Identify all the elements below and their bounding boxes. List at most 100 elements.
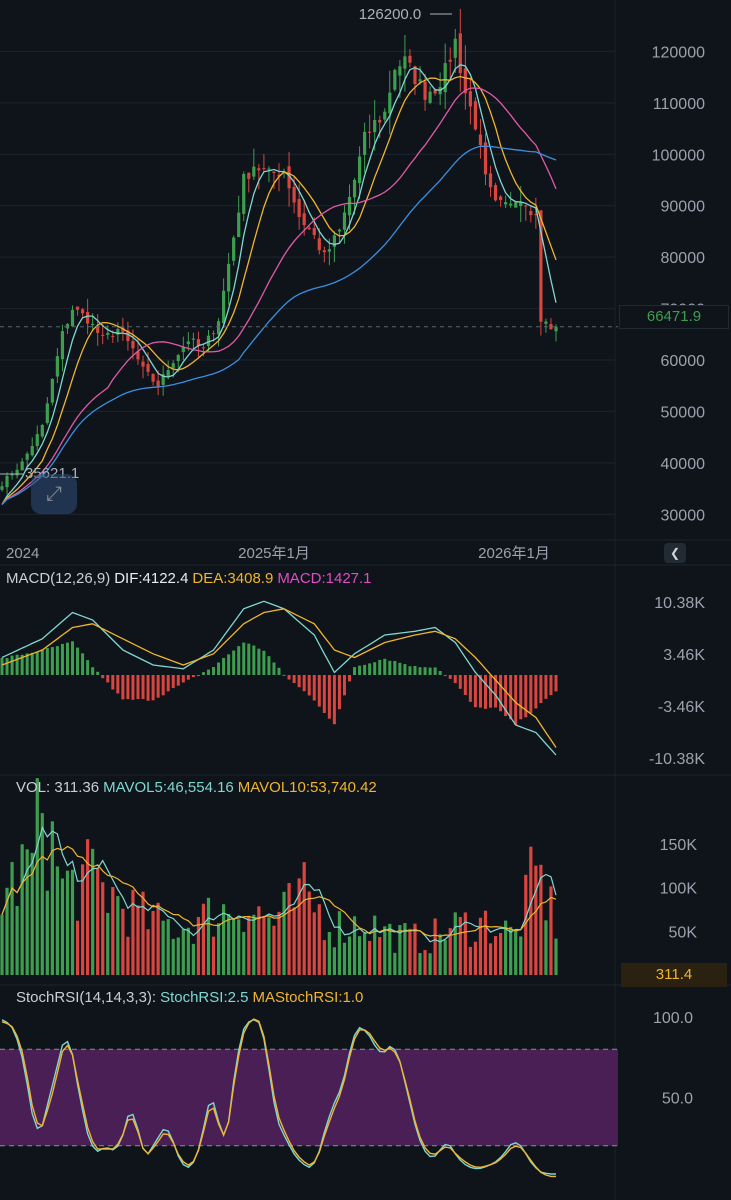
candle-body	[242, 174, 246, 214]
macd-histogram-bar	[212, 667, 216, 675]
candle-body	[327, 249, 331, 252]
last-price-tag: 66471.9	[619, 305, 729, 329]
high-price-label: 126200.0	[359, 6, 422, 23]
candle-body	[342, 212, 347, 230]
volume-bar	[196, 916, 201, 975]
candle-body	[393, 69, 397, 90]
volume-bar	[539, 864, 543, 975]
macd-dea: DEA:3408.9	[192, 570, 274, 587]
volume-bar	[418, 953, 422, 975]
volume-bar	[307, 891, 311, 975]
zoom-button[interactable]: ⤢	[31, 474, 77, 514]
volume-bar	[423, 950, 427, 975]
candle-body	[166, 370, 170, 377]
volume-bar	[433, 918, 437, 975]
volume-bar	[493, 936, 498, 975]
macd-histogram-bar	[86, 660, 90, 675]
macd-histogram-bar	[166, 675, 170, 692]
candle-body	[368, 131, 372, 133]
mavol10-value: MAVOL10:53,740.42	[237, 779, 377, 796]
price-panel	[0, 8, 618, 505]
candle-body	[357, 156, 362, 184]
volume-bar	[327, 931, 331, 975]
candle-body	[272, 171, 276, 173]
macd-dif-line	[1, 600, 557, 756]
macd-histogram-bar	[45, 648, 49, 675]
macd-histogram-bar	[297, 675, 301, 688]
macd-dif: DIF:4122.4	[114, 570, 189, 587]
volume-bar	[15, 905, 19, 975]
candle-body	[50, 378, 54, 403]
candle-body	[80, 309, 85, 314]
candle-body	[30, 446, 34, 456]
macd-histogram-bar	[312, 675, 316, 701]
volume-bar	[216, 923, 221, 975]
candle-body	[5, 475, 9, 488]
price-tick-label: 80000	[661, 250, 706, 267]
volume-bar	[297, 878, 301, 975]
macd-histogram-bar	[378, 659, 382, 675]
volume-bar	[121, 908, 125, 975]
candle-body	[40, 425, 44, 437]
macd-histogram-bar	[131, 675, 135, 700]
volume-bar	[252, 914, 256, 975]
stochrsi-panel	[0, 1018, 618, 1178]
macd-histogram-bar	[237, 646, 241, 675]
time-axis-label: 2024	[6, 545, 39, 562]
volume-bar	[257, 906, 261, 975]
candle-body	[488, 173, 493, 188]
volume-bar	[247, 915, 251, 975]
macd-histogram-bar	[337, 675, 341, 710]
volume-bar	[55, 866, 59, 975]
macd-histogram-bar	[448, 675, 452, 679]
volume-bar	[282, 891, 286, 975]
candle-body	[473, 101, 478, 130]
ma-yellow-line	[1, 75, 557, 505]
candle-body	[232, 237, 236, 261]
macd-histogram-bar	[126, 675, 130, 700]
volume-bar	[40, 813, 44, 975]
candle-body	[151, 374, 155, 382]
volume-bar	[5, 887, 9, 975]
macd-histogram-bar	[504, 675, 508, 717]
candle-body	[111, 335, 115, 337]
candle-body	[181, 346, 185, 352]
candle-body	[196, 339, 201, 346]
macd-histogram-bar	[373, 662, 377, 675]
stoch-tick-label: 50.0	[662, 1091, 693, 1108]
candle-body	[126, 330, 130, 342]
volume-bar	[136, 905, 140, 975]
volume-bar	[25, 849, 29, 975]
macd-histogram-bar	[76, 647, 80, 675]
volume-bar	[151, 910, 155, 975]
candle-body	[86, 312, 90, 324]
candle-body	[468, 91, 472, 107]
candle-body	[136, 351, 140, 360]
volume-bar	[352, 916, 357, 975]
stoch-k: StochRSI:2.5	[160, 989, 249, 1006]
volume-bar	[50, 821, 54, 975]
volume-bar	[287, 883, 291, 975]
collapse-button[interactable]: ❮	[664, 543, 686, 563]
macd-histogram-bar	[514, 675, 518, 725]
macd-histogram-bar	[35, 651, 39, 675]
macd-histogram-bar	[342, 675, 346, 696]
volume-bar	[161, 920, 165, 975]
macd-histogram-bar	[242, 642, 246, 675]
volume-bar	[373, 915, 377, 975]
candle-body	[267, 168, 271, 170]
macd-histogram-bar	[40, 649, 44, 675]
volume-bar	[232, 918, 236, 975]
macd-histogram-bar	[136, 675, 140, 700]
candle-body	[514, 202, 518, 208]
volume-bar	[111, 887, 115, 975]
price-tick-label: 100000	[652, 147, 705, 164]
macd-histogram-bar	[327, 675, 331, 719]
candle-body	[156, 380, 160, 388]
candle-body	[262, 168, 266, 170]
macd-histogram-bar	[30, 652, 34, 675]
volume-bar	[186, 927, 190, 975]
macd-histogram-bar	[463, 675, 467, 695]
candle-body	[287, 166, 291, 189]
